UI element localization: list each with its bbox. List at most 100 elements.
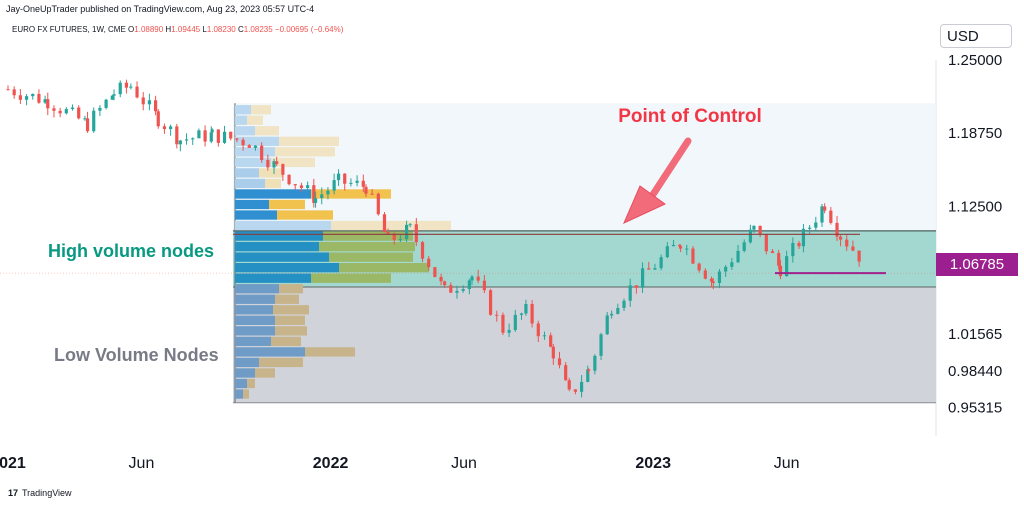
symbol-name: EURO FX FUTURES, 1W, CME xyxy=(12,25,126,34)
candle-body xyxy=(370,193,374,195)
volume-profile-down-bar xyxy=(269,199,305,210)
candle-body xyxy=(736,250,740,263)
candle-body xyxy=(851,246,855,251)
candle-body xyxy=(77,107,81,119)
close-label: C xyxy=(237,25,244,34)
volume-profile-up-bar xyxy=(235,115,247,125)
volume-profile-up-bar xyxy=(235,147,275,157)
candle-body xyxy=(306,185,310,188)
close-value: 1.08235 xyxy=(243,25,273,34)
volume-profile-down-bar xyxy=(265,178,281,189)
candle-body xyxy=(752,225,756,230)
candle-body xyxy=(37,93,41,103)
candle-body xyxy=(823,206,827,211)
candle-body xyxy=(616,307,620,314)
candle-body xyxy=(405,224,409,240)
candle-body xyxy=(312,185,316,203)
candle-body xyxy=(703,270,707,279)
volume-profile-down-bar xyxy=(305,347,355,357)
candle-body xyxy=(567,380,571,390)
candle-body xyxy=(449,285,453,293)
candle-body xyxy=(420,242,425,259)
point-of-control-arrow-shaft xyxy=(648,137,692,200)
candle-body xyxy=(58,110,62,114)
candle-body xyxy=(364,186,368,194)
low-volume-zone xyxy=(233,286,936,403)
candle-body xyxy=(178,140,182,145)
candle-body xyxy=(287,174,291,185)
candle-body xyxy=(820,206,824,223)
candle-body xyxy=(392,233,396,240)
candle-body xyxy=(299,185,304,188)
candle-body xyxy=(439,276,443,282)
candle-body xyxy=(778,265,783,277)
candle-body xyxy=(524,303,528,314)
candle-body xyxy=(857,250,861,262)
candle-body xyxy=(501,314,505,333)
volume-profile-up-bar xyxy=(235,136,279,146)
candle-body xyxy=(573,389,578,392)
volume-profile-down-bar xyxy=(255,126,279,136)
volume-profile-down-bar xyxy=(275,315,305,325)
price-tick-label: 0.95315 xyxy=(948,399,1002,416)
volume-profile-down-bar xyxy=(275,147,335,157)
currency-selector[interactable]: USD xyxy=(940,24,1012,48)
price-tick-label: 1.25000 xyxy=(948,52,1002,69)
candle-body xyxy=(640,268,645,288)
candle-body xyxy=(216,129,220,143)
candle-body xyxy=(98,107,102,111)
volume-profile-down-bar xyxy=(271,336,301,347)
candle-body xyxy=(551,346,555,359)
candle-body xyxy=(92,110,96,132)
candle-body xyxy=(336,173,341,181)
candle-body xyxy=(313,198,318,203)
volume-profile-up-bar xyxy=(235,241,319,252)
volume-profile-down-bar xyxy=(277,210,333,220)
candle-body xyxy=(685,248,689,250)
candle-body xyxy=(355,180,359,183)
volume-profile-up-bar xyxy=(235,294,275,304)
candle-body xyxy=(184,139,189,141)
candle-body xyxy=(467,280,471,290)
volume-profile-up-bar xyxy=(235,178,265,189)
candle-body xyxy=(247,145,251,148)
volume-profile-up-bar xyxy=(235,378,247,389)
candle-body xyxy=(209,132,213,142)
candle-body xyxy=(845,239,849,247)
candle-body xyxy=(343,173,347,184)
volume-profile-down-bar xyxy=(279,136,339,146)
volume-profile-up-bar xyxy=(235,168,259,178)
candle-body xyxy=(628,285,632,301)
candle-body xyxy=(542,335,547,337)
candle-body xyxy=(433,267,437,277)
low-volume-nodes-label: Low Volume Nodes xyxy=(54,345,219,365)
price-tick-label: 0.98440 xyxy=(948,363,1002,380)
candle-body xyxy=(519,313,524,315)
last-price-badge: 1.06785 xyxy=(936,253,1018,276)
volume-profile-up-bar xyxy=(235,326,275,336)
volume-profile-up-bar xyxy=(235,126,255,136)
candle-body xyxy=(711,281,715,283)
volume-profile-up-bar xyxy=(235,263,339,273)
candle-body xyxy=(83,118,87,120)
candle-body xyxy=(564,365,568,381)
candle-body xyxy=(85,118,90,132)
candle-body xyxy=(253,145,258,148)
volume-profile-down-bar xyxy=(259,168,283,178)
time-tick-label: Jun xyxy=(129,455,155,472)
candle-body xyxy=(124,82,129,88)
volume-profile-down-bar xyxy=(339,263,429,273)
volume-profile-down-bar xyxy=(331,220,451,231)
volume-profile-up-bar xyxy=(235,220,331,231)
candle-body xyxy=(118,82,122,95)
candle-body xyxy=(691,248,695,264)
open-label: O xyxy=(128,25,135,34)
candle-body xyxy=(70,107,75,110)
candle-body xyxy=(622,300,626,308)
volume-profile-down-bar xyxy=(247,378,255,389)
tradingview-logo-text: TradingView xyxy=(22,488,72,498)
candle-body xyxy=(579,381,584,392)
open-value: 1.08890 xyxy=(134,25,164,34)
candle-body xyxy=(52,108,56,111)
